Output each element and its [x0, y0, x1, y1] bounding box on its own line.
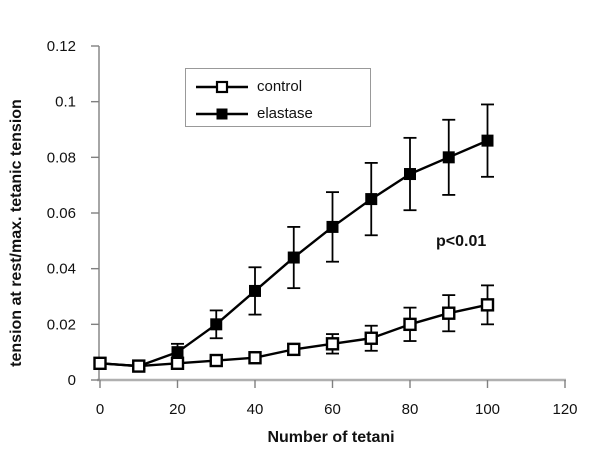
marker-open-square [93, 356, 107, 371]
y-axis-title: tension at rest/max. tetanic tension [8, 99, 25, 367]
marker-filled-square [365, 193, 378, 206]
marker-open-square [403, 317, 417, 332]
legend-label-control: control [257, 78, 303, 95]
y-tick-label: 0.06 [47, 205, 76, 222]
x-tick-label: 40 [247, 401, 264, 418]
marker-open-square [209, 353, 223, 368]
marker-open-square [364, 331, 378, 345]
legend-item-elastase: elastase [196, 100, 370, 127]
legend: control elastase [185, 68, 371, 127]
legend-label-elastase: elastase [257, 105, 313, 122]
y-tick-label: 0 [68, 372, 76, 389]
x-tick-label: 80 [402, 401, 419, 418]
x-tick-label: 60 [324, 401, 341, 418]
marker-filled-square [210, 318, 223, 331]
marker-open-square [170, 356, 185, 371]
marker-open-square [132, 359, 146, 373]
marker-open-square [287, 342, 301, 357]
marker-open-square [248, 351, 262, 365]
significance-annotation: p<0.01 [436, 233, 487, 250]
y-tick-label: 0.04 [47, 261, 76, 278]
y-tick-label: 0.08 [47, 149, 76, 166]
y-tick-label: 0.12 [47, 38, 76, 55]
x-tick-label: 20 [169, 401, 186, 418]
series-control [93, 284, 495, 373]
series-elastase [93, 103, 494, 373]
x-tick-label: 120 [552, 401, 577, 418]
marker-filled-square [326, 220, 339, 233]
marker-open-square [480, 298, 495, 312]
filled-square-marker-icon [196, 108, 248, 119]
series-line-control [99, 303, 488, 368]
marker-filled-square [442, 151, 455, 164]
marker-open-square [442, 306, 456, 320]
marker-filled-square [249, 284, 261, 297]
marker-open-square [325, 337, 340, 351]
x-tick-label: 100 [475, 401, 500, 418]
legend-item-control: control [196, 73, 370, 100]
marker-filled-square [404, 168, 416, 181]
marker-filled-square [171, 346, 184, 359]
y-tick-label: 0.02 [47, 316, 76, 333]
x-axis-title: Number of tetani [267, 429, 395, 446]
marker-filled-square [481, 134, 494, 147]
open-square-marker-icon [196, 80, 248, 93]
marker-filled-square [287, 251, 300, 264]
y-tick-label: 0.1 [55, 94, 76, 111]
x-tick-label: 0 [96, 401, 104, 418]
